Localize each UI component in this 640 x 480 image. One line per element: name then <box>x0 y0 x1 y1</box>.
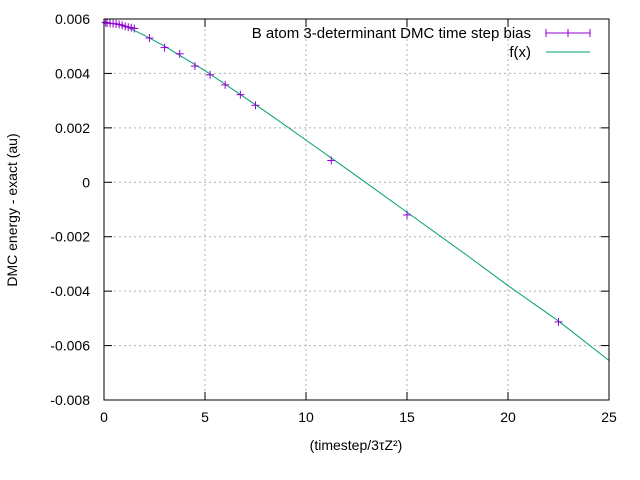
data-point <box>190 62 199 71</box>
x-tick-label: 0 <box>100 409 108 425</box>
y-tick-label: 0.006 <box>55 11 90 27</box>
x-tick-labels: 0 5 10 15 20 25 <box>100 409 617 425</box>
y-axis-label: DMC energy - exact (au) <box>4 133 20 286</box>
x-axis-label: (timestep/3τZ²) <box>310 437 403 453</box>
fit-line-series <box>103 21 610 361</box>
data-point <box>130 24 139 33</box>
data-point <box>236 90 245 99</box>
y-tick-labels: -0.008 -0.006 -0.004 -0.002 0 0.002 0.004 0.006 <box>50 11 90 408</box>
y-tick-label: -0.004 <box>50 283 90 299</box>
y-tick-label: 0.002 <box>55 120 90 136</box>
data-point <box>175 49 184 58</box>
legend-swatch-data <box>545 29 591 37</box>
data-point <box>251 101 260 110</box>
y-tick-label: -0.002 <box>50 229 90 245</box>
data-point <box>145 34 154 43</box>
y-tick-label: 0 <box>82 174 90 190</box>
legend: B atom 3-determinant DMC time step bias … <box>252 25 591 61</box>
data-point <box>554 317 563 326</box>
x-tick-label: 20 <box>500 409 516 425</box>
legend-label-fx: f(x) <box>509 44 531 61</box>
x-tick-label: 15 <box>399 409 415 425</box>
data-point <box>160 43 169 52</box>
data-point <box>206 70 215 79</box>
x-tick-label: 25 <box>601 409 617 425</box>
data-point <box>327 156 336 165</box>
data-point <box>403 210 411 219</box>
legend-label-data: B atom 3-determinant DMC time step bias <box>252 25 531 42</box>
x-tick-label: 5 <box>201 409 209 425</box>
y-tick-label: 0.004 <box>55 65 90 81</box>
axis-ticks <box>103 18 610 401</box>
y-tick-label: -0.008 <box>50 392 90 408</box>
fit-line <box>103 21 610 361</box>
plot-frame <box>103 18 610 401</box>
data-point <box>101 18 110 27</box>
y-tick-label: -0.006 <box>50 338 90 354</box>
x-tick-label: 10 <box>298 409 314 425</box>
grid-lines <box>104 19 609 400</box>
data-point <box>221 80 230 89</box>
data-points-series <box>101 18 563 326</box>
